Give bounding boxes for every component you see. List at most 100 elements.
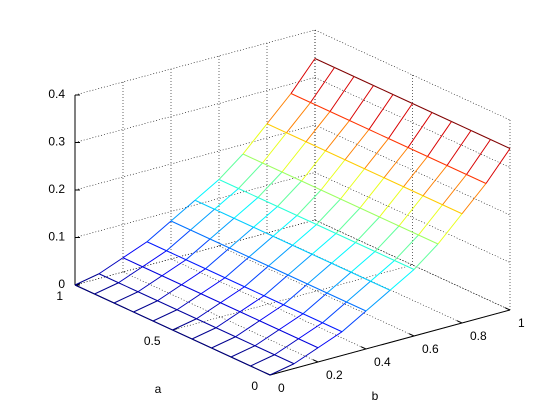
tick-mark	[312, 359, 319, 363]
mesh-edge	[316, 224, 337, 234]
mesh-edge	[364, 168, 385, 179]
grid-line	[74, 172, 316, 238]
mesh-edge	[311, 233, 337, 255]
mesh-edge	[418, 204, 443, 236]
mesh-edge	[190, 229, 211, 240]
mesh-edge	[194, 179, 220, 201]
mesh-edge	[196, 318, 217, 329]
mesh-edge	[340, 198, 361, 209]
mesh-edge	[253, 226, 274, 237]
mesh-edge	[194, 199, 215, 210]
mesh-edge	[379, 186, 404, 218]
mesh-edge	[142, 266, 163, 277]
mesh-edge	[254, 345, 275, 356]
mesh-edge	[427, 156, 448, 166]
mesh-edge	[214, 208, 235, 219]
mesh-edge	[296, 189, 322, 216]
mesh-edge	[359, 207, 380, 218]
mesh-edge	[349, 85, 374, 121]
mesh-edge	[398, 225, 419, 236]
mesh-edge	[281, 171, 302, 182]
mesh-edge	[364, 138, 389, 170]
grid-line	[74, 29, 316, 96]
x-tick-label: 0	[278, 381, 285, 395]
mesh-edge	[200, 277, 226, 295]
mesh-edge	[418, 234, 439, 245]
mesh-edge	[302, 292, 328, 315]
mesh-edge	[283, 283, 308, 306]
mesh-edge	[374, 251, 395, 261]
mesh-edge	[244, 286, 265, 297]
x-tick-label: 0.8	[470, 329, 487, 343]
tick-mark	[456, 320, 463, 324]
mesh-edge	[383, 147, 409, 179]
mesh-edge	[373, 85, 394, 95]
mesh-edge	[331, 262, 352, 273]
mesh-edge	[325, 120, 350, 152]
mesh-edge	[263, 295, 284, 306]
mesh-edge	[137, 275, 163, 293]
mesh-edge	[286, 132, 307, 143]
mesh-edge	[305, 111, 331, 143]
mesh-edge	[355, 242, 376, 252]
mesh-edge	[389, 269, 415, 291]
mesh-edge	[292, 224, 317, 246]
mesh-edge	[370, 260, 395, 282]
mesh-edge	[254, 329, 280, 347]
mesh-edge	[298, 322, 323, 340]
mesh-edge	[277, 180, 302, 207]
mesh-edge	[176, 309, 197, 320]
y-tick-label: 1	[56, 289, 63, 303]
mesh-edge	[242, 123, 268, 155]
z-tick-label: 0	[58, 277, 65, 291]
mesh-edge	[331, 242, 356, 264]
mesh-edge	[485, 148, 511, 184]
mesh-edge	[218, 153, 244, 180]
mesh-edge	[196, 302, 221, 320]
mesh-edge	[403, 156, 428, 188]
mesh-edge	[278, 329, 299, 340]
x-tick-label: 0.4	[374, 355, 391, 369]
mesh-edge	[329, 111, 350, 121]
mesh-edge	[368, 94, 394, 130]
mesh-edge	[296, 215, 317, 225]
mesh-edge	[161, 275, 182, 286]
mesh-edge	[470, 130, 491, 140]
mesh-edge	[274, 354, 295, 365]
mesh-edge	[344, 129, 370, 161]
mesh-edge	[244, 265, 269, 288]
mesh-edge	[413, 243, 439, 270]
mesh-edge	[166, 250, 187, 261]
mesh-edge	[388, 138, 409, 148]
mesh-edge	[253, 206, 278, 228]
mesh-edge	[229, 247, 250, 258]
mesh-edge	[326, 292, 347, 303]
mesh-edge	[392, 94, 413, 104]
mesh-edge	[422, 195, 443, 206]
mesh-edge	[301, 150, 326, 182]
mesh-edge	[146, 241, 167, 252]
mesh-edge	[229, 226, 254, 249]
mesh-edge	[211, 336, 236, 349]
y-tick-label: 0	[251, 379, 258, 393]
axis-line	[269, 309, 511, 376]
mesh-edge	[268, 244, 293, 267]
mesh-edge	[218, 179, 239, 189]
mesh-edge	[329, 76, 355, 112]
mesh-edge	[461, 183, 487, 215]
mesh-edge	[224, 277, 245, 288]
mesh-edge	[374, 225, 400, 252]
mesh-edge	[346, 301, 367, 312]
grid-line	[218, 245, 415, 337]
z-tick-label: 0.1	[48, 230, 65, 244]
mesh-edge	[305, 141, 326, 152]
mesh-edge	[238, 162, 263, 189]
mesh-edge	[281, 141, 307, 173]
mesh-edge	[287, 274, 308, 285]
mesh-edge	[272, 235, 293, 246]
mesh-edge	[335, 207, 361, 234]
mesh-edge	[334, 67, 355, 77]
y-axis-label: a	[155, 382, 162, 396]
mesh-edge	[122, 241, 148, 259]
